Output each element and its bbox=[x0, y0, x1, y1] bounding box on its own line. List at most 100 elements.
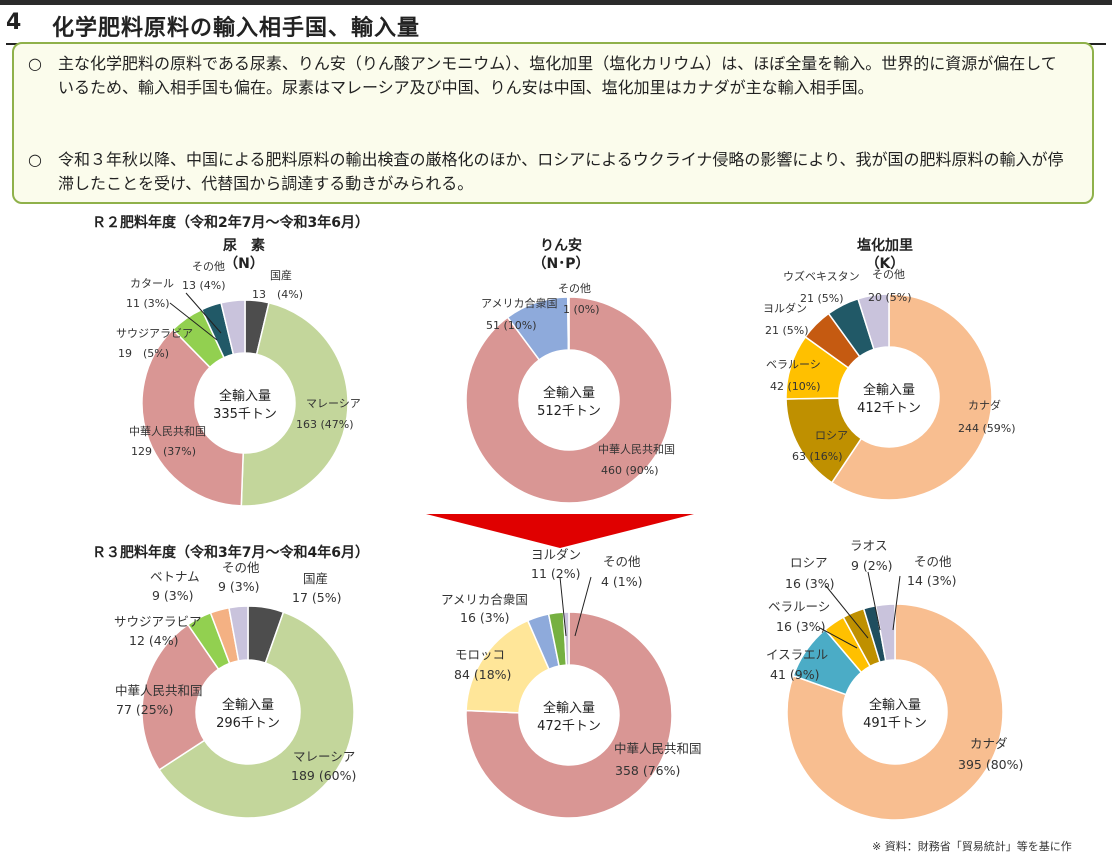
slice-name-label: その他 bbox=[222, 560, 260, 575]
chart-subtitle: （K） bbox=[866, 256, 905, 272]
donut-slice bbox=[228, 605, 249, 662]
bullet-mark: ○ bbox=[28, 150, 42, 169]
donut-slice bbox=[220, 299, 246, 356]
slice-value-label: 9 (2%) bbox=[851, 558, 893, 573]
donut-slice bbox=[830, 293, 993, 501]
slice-value-label: 13 (4%) bbox=[182, 279, 226, 292]
bullet-mark: ○ bbox=[28, 54, 42, 73]
donut-slice bbox=[141, 623, 220, 771]
period-label-r3: Ｒ３肥料年度（令和3年7月～令和4年6月） bbox=[92, 545, 369, 561]
slice-name-label: カタール bbox=[130, 277, 174, 290]
slice-name-label: ラオス bbox=[850, 538, 888, 553]
section-title: 化学肥料原料の輸入相手国、輸入量 bbox=[52, 16, 421, 41]
center-label-total: 472千トン bbox=[537, 719, 601, 734]
slice-name-label: 国産 bbox=[270, 269, 292, 282]
slice-name-label: 中華人民共和国 bbox=[129, 425, 206, 438]
donut-slice bbox=[240, 301, 349, 507]
slice-name-label: 中華人民共和国 bbox=[614, 741, 702, 756]
slice-value-label: 21 (5%) bbox=[765, 324, 809, 337]
slice-name-label: イスラエル bbox=[766, 647, 828, 662]
slice-value-label: 42 (10%) bbox=[770, 380, 821, 393]
slice-value-label: 9 (3%) bbox=[218, 579, 260, 594]
center-label-title: 全輸入量 bbox=[543, 700, 595, 716]
slice-value-label: 163 (47%) bbox=[296, 418, 354, 431]
center-label-total: 335千トン bbox=[213, 407, 277, 422]
slice-value-label: 189 (60%) bbox=[291, 768, 356, 783]
chart-title: りん安 bbox=[540, 237, 582, 254]
slice-value-label: 41 (9%) bbox=[770, 667, 819, 682]
center-label-title: 全輸入量 bbox=[869, 697, 921, 713]
change-arrow bbox=[426, 514, 694, 548]
slice-name-label: ヨルダン bbox=[763, 301, 807, 315]
slice-value-label: 63 (16%) bbox=[792, 450, 843, 463]
slice-name-label: その他 bbox=[558, 282, 591, 295]
slice-name-label: ベトナム bbox=[150, 569, 200, 584]
source-footnote: ※ 資料：財務省「貿易統計」等を基に作 bbox=[872, 840, 1072, 853]
slice-name-label: ロシア bbox=[790, 555, 828, 570]
slice-value-label: 9 (3%) bbox=[152, 588, 194, 603]
leader-line bbox=[185, 292, 222, 334]
slice-name-label: その他 bbox=[192, 260, 225, 273]
slice-value-label: 51 (10%) bbox=[486, 319, 537, 332]
slice-name-label: マレーシア bbox=[293, 749, 355, 764]
slice-value-label: 16 (3%) bbox=[785, 576, 834, 591]
period-label-r2: Ｒ２肥料年度（令和2年7月～令和3年6月） bbox=[92, 215, 369, 231]
slice-value-label: 4 (1%) bbox=[601, 574, 643, 589]
slice-value-label: 11 (3%) bbox=[126, 297, 170, 310]
slice-value-label: 244 (59%) bbox=[958, 422, 1016, 435]
slice-name-label: 中華人民共和国 bbox=[115, 683, 203, 698]
leader-line bbox=[574, 576, 592, 637]
slice-name-label: アメリカ合衆国 bbox=[481, 296, 557, 310]
slice-value-label: 395 (80%) bbox=[958, 757, 1023, 772]
slice-value-label: 19 (5%) bbox=[118, 347, 169, 360]
top-bar bbox=[0, 0, 1112, 5]
slice-value-label: 1 (0%) bbox=[563, 303, 600, 316]
bullet-text: 主な化学肥料の原料である尿素、りん安（りん酸アンモニウム）、塩化加里（塩化カリウ… bbox=[58, 54, 1057, 97]
summary-box: ○ 主な化学肥料の原料である尿素、りん安（りん酸アンモニウム）、塩化加里（塩化カ… bbox=[12, 42, 1094, 204]
leader-line bbox=[892, 575, 901, 631]
slice-value-label: 21 (5%) bbox=[800, 292, 844, 305]
slice-name-label: その他 bbox=[872, 268, 905, 281]
center-label-total: 491千トン bbox=[863, 716, 927, 731]
center-label-title: 全輸入量 bbox=[222, 697, 274, 713]
donut-slice bbox=[874, 603, 896, 662]
donut-slice bbox=[857, 293, 890, 351]
slice-name-label: カナダ bbox=[968, 398, 1001, 412]
slice-value-label: 16 (3%) bbox=[776, 619, 825, 634]
slice-name-label: 中華人民共和国 bbox=[598, 443, 675, 456]
slice-name-label: ウズベキスタン bbox=[783, 269, 860, 283]
slice-value-label: 129 (37%) bbox=[131, 445, 196, 458]
slice-name-label: カナダ bbox=[970, 736, 1008, 751]
bullet-text: 令和３年秋以降、中国による肥料原料の輸出検査の厳格化のほか、ロシアによるウクライ… bbox=[58, 150, 1064, 193]
chart-subtitle: （N･P） bbox=[533, 256, 590, 272]
leader-line bbox=[825, 585, 869, 639]
slice-value-label: 358 (76%) bbox=[615, 763, 680, 778]
slice-name-label: アメリカ合衆国 bbox=[441, 592, 528, 607]
slice-value-label: 20 (5%) bbox=[868, 291, 912, 304]
donut-slice bbox=[566, 296, 570, 351]
leader-line bbox=[169, 302, 218, 341]
slice-value-label: 13 (4%) bbox=[252, 288, 303, 301]
slice-value-label: 12 (4%) bbox=[129, 633, 178, 648]
slice-name-label: ベラルーシ bbox=[766, 358, 821, 371]
section-number: 4 bbox=[6, 10, 22, 35]
slice-value-label: 17 (5%) bbox=[292, 590, 341, 605]
slice-name-label: その他 bbox=[914, 554, 952, 569]
chart-subtitle: （N） bbox=[224, 256, 264, 272]
center-label-total: 296千トン bbox=[216, 716, 280, 731]
slice-name-label: モロッコ bbox=[455, 647, 505, 662]
slice-name-label: サウジアラビア bbox=[114, 614, 202, 629]
donut-chart-4: 全輸入量 296千トン 国産 17 (5%) マレーシア 189 (60%) 中華人民共和国… bbox=[114, 560, 356, 819]
slice-value-label: 460 (90%) bbox=[601, 464, 659, 477]
slice-value-label: 84 (18%) bbox=[454, 667, 511, 682]
donut-slice bbox=[141, 328, 244, 507]
slice-name-label: マレーシア bbox=[306, 397, 361, 410]
chart-title: 塩化加里 bbox=[857, 237, 913, 254]
center-label-title: 全輸入量 bbox=[543, 385, 595, 401]
center-label-title: 全輸入量 bbox=[863, 382, 915, 398]
donut-slice bbox=[786, 603, 1004, 821]
